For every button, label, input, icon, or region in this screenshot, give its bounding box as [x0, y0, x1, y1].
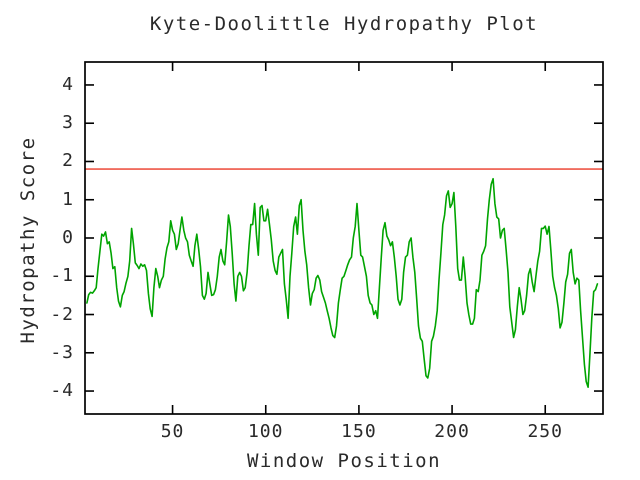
y-tick-label: 1: [62, 188, 74, 210]
y-tick-label: -3: [50, 341, 74, 363]
plot-frame: [84, 61, 604, 415]
x-tick-label: 150: [341, 421, 377, 442]
axis-ticks: [85, 62, 603, 414]
x-tick-label: 250: [527, 421, 563, 442]
chart-title: Kyte-Doolittle Hydropathy Plot: [149, 13, 539, 35]
y-tick-label: 2: [62, 150, 74, 172]
hydropathy-curve: [86, 177, 599, 389]
y-tick-label: 4: [62, 73, 74, 95]
y-tick-label: -4: [50, 380, 74, 402]
x-tick-label: 200: [434, 421, 470, 442]
x-axis-label: Window Position: [246, 450, 442, 472]
y-tick-label: -1: [50, 265, 74, 287]
x-tick-label: 100: [247, 421, 284, 442]
y-tick-label: 3: [62, 112, 74, 134]
y-tick-label: -2: [50, 303, 74, 325]
y-tick-label: 0: [62, 227, 74, 248]
x-tick-label: 50: [160, 421, 185, 442]
